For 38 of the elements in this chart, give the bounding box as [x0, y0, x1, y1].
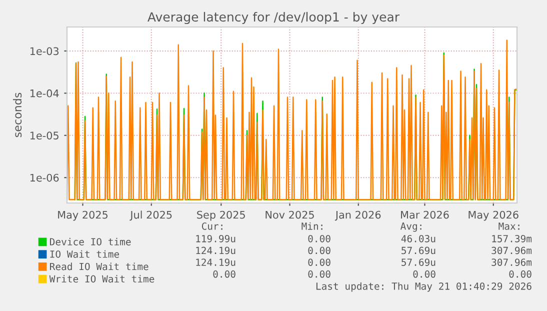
text: 0.00 — [308, 258, 330, 266]
text: Max: — [498, 222, 520, 230]
text: 0.00 — [308, 234, 330, 242]
x-tick-label: Sep 2025 — [197, 210, 245, 221]
text: Last update: Thu May 21 01:40:29 2026 — [316, 282, 532, 292]
legend-label: Device IO time — [50, 238, 131, 246]
y-tick-label: 1e-03 — [30, 47, 59, 56]
text: 124.19u — [196, 258, 236, 266]
x-tick-label: Jul 2025 — [130, 210, 172, 221]
legend-label: IO Wait time — [50, 250, 120, 258]
y-tick-label: 1e-06 — [30, 174, 59, 182]
text: 0.00 — [509, 270, 532, 278]
text: 0.00 — [213, 270, 236, 278]
x-tick-label: Nov 2025 — [266, 210, 314, 219]
text: Avg: — [400, 222, 422, 232]
text: 46.03u — [401, 234, 436, 242]
text: 124.19u — [196, 246, 236, 254]
y-axis-title: seconds — [13, 92, 22, 138]
text: 0.00 — [413, 270, 436, 278]
y-tick-label: 1e-04 — [30, 89, 59, 98]
text: Min: — [302, 222, 322, 230]
chart-title: Average latency for /dev/loop1 - by year — [148, 12, 400, 24]
x-tick-label: May 2025 — [58, 210, 108, 221]
x-tick-label: May 2026 — [468, 210, 518, 221]
text: 57.69u — [402, 258, 436, 266]
text: 157.39m — [492, 234, 532, 242]
legend-label: Read IO Wait time — [50, 262, 148, 270]
text: 307.96m — [492, 258, 532, 266]
y-tick-label: 1e-05 — [30, 132, 58, 140]
text: 57.69u — [402, 246, 436, 254]
text: 119.99u — [196, 234, 236, 242]
text: Cur: — [202, 222, 222, 230]
text: 307.96m — [492, 246, 532, 254]
x-tick-label: Jan 2026 — [334, 210, 381, 221]
legend-label: Write IO Wait time — [49, 275, 154, 283]
text: 0.00 — [308, 270, 330, 278]
text: 0.00 — [308, 246, 330, 254]
x-tick-label: Mar 2026 — [401, 210, 449, 219]
